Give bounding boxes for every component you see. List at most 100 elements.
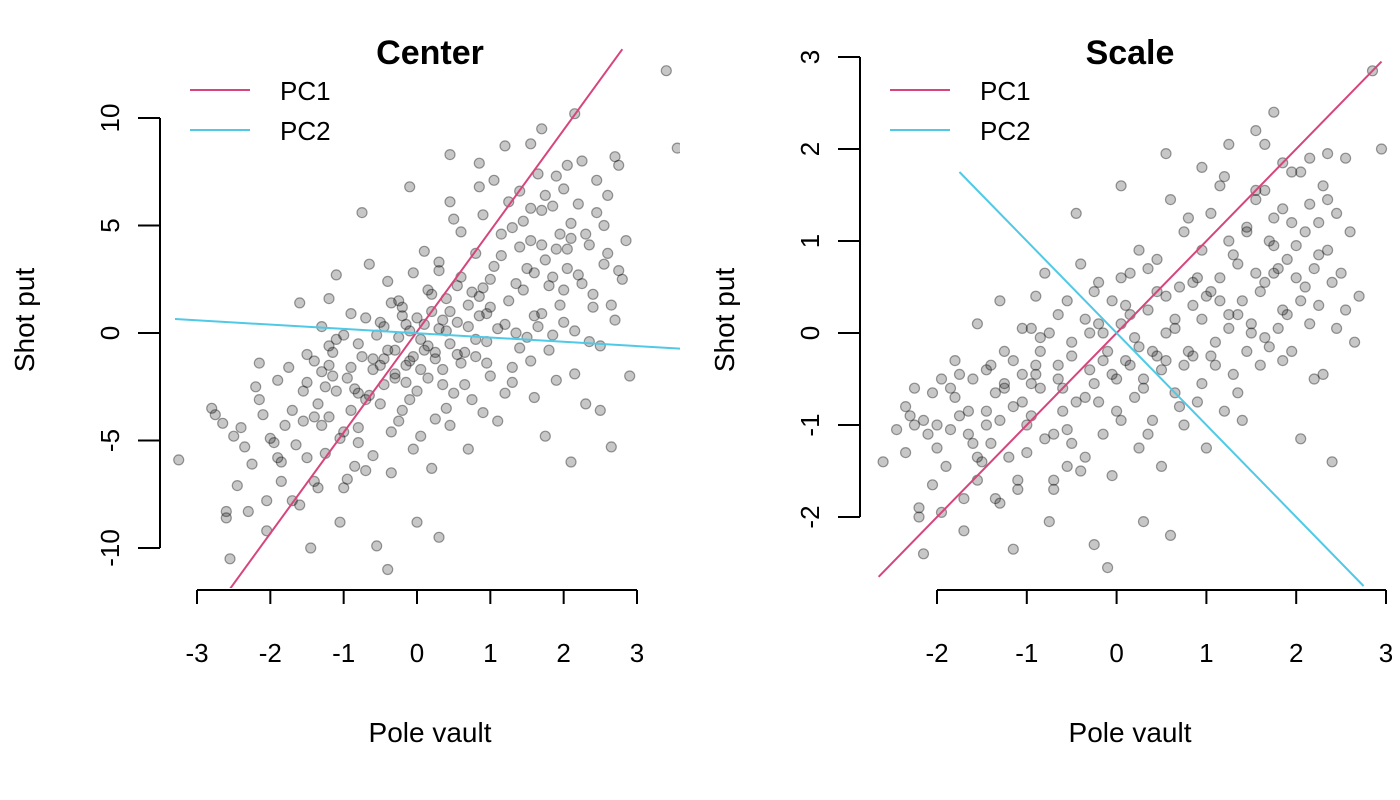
data-point <box>338 482 350 494</box>
data-point <box>539 430 551 442</box>
data-point <box>1232 258 1244 270</box>
data-point <box>547 271 559 283</box>
data-point <box>1092 318 1105 330</box>
data-point <box>1151 350 1163 362</box>
data-point <box>1250 125 1262 137</box>
data-point <box>1223 309 1235 321</box>
data-point <box>330 385 342 397</box>
data-point <box>473 181 485 193</box>
data-point <box>1214 295 1226 307</box>
data-point <box>367 363 379 376</box>
data-point <box>433 323 445 335</box>
data-point <box>525 355 537 367</box>
data-point <box>1348 336 1361 348</box>
data-point <box>536 204 548 216</box>
data-point <box>899 447 912 459</box>
axes-scale: -2 -1 0 1 2 3 -2 -1 0 1 2 3 <box>795 50 1393 668</box>
data-point <box>1075 258 1087 270</box>
data-point <box>382 344 394 356</box>
data-point <box>1299 226 1311 238</box>
data-point <box>539 189 551 201</box>
data-point <box>1321 244 1334 256</box>
data-point <box>1101 561 1114 574</box>
data-point <box>385 297 397 309</box>
data-point <box>1133 341 1145 353</box>
data-point <box>407 351 419 363</box>
data-point <box>1124 267 1136 279</box>
data-point <box>1290 240 1302 252</box>
data-point <box>1223 322 1235 334</box>
pc2-line-scale <box>958 171 1365 587</box>
chart-title-scale: Scale <box>1086 34 1175 72</box>
data-point <box>1151 253 1163 265</box>
data-point <box>561 262 573 275</box>
data-point <box>1025 322 1037 334</box>
data-point <box>429 353 441 365</box>
data-point <box>576 155 588 167</box>
data-point <box>1191 396 1204 408</box>
data-point <box>235 422 247 434</box>
data-point <box>1160 290 1172 302</box>
data-point <box>1052 359 1064 371</box>
data-point <box>1021 447 1033 459</box>
data-point <box>1106 470 1118 482</box>
data-point <box>411 312 423 324</box>
data-point <box>1052 373 1064 385</box>
data-point <box>908 419 921 431</box>
data-point <box>206 402 218 414</box>
data-point <box>1142 304 1154 316</box>
data-point <box>484 273 496 285</box>
data-point <box>1007 401 1019 413</box>
data-point <box>1097 428 1109 440</box>
points-layer-center <box>173 65 680 576</box>
data-point <box>580 398 592 410</box>
data-point <box>1030 359 1042 371</box>
data-point <box>569 368 581 380</box>
data-point <box>962 405 975 417</box>
data-point <box>1268 106 1280 118</box>
data-point <box>940 460 952 472</box>
data-point <box>407 267 419 279</box>
data-point <box>1191 272 1204 284</box>
data-point <box>899 401 912 413</box>
data-point <box>1115 414 1127 426</box>
data-point <box>1003 451 1015 463</box>
data-point <box>1313 217 1325 229</box>
data-point <box>242 505 254 518</box>
data-point <box>1052 309 1064 321</box>
data-point <box>1012 483 1024 495</box>
data-point <box>308 411 320 423</box>
data-point <box>418 344 430 356</box>
data-point <box>1227 249 1239 261</box>
data-point <box>338 329 350 341</box>
data-point <box>426 462 438 474</box>
data-point <box>440 402 452 414</box>
data-point <box>1268 212 1280 224</box>
data-point <box>323 340 335 352</box>
data-point <box>1254 359 1266 371</box>
data-point <box>1169 313 1181 325</box>
data-point <box>565 217 577 229</box>
data-point <box>1030 290 1042 302</box>
data-point <box>1097 355 1109 367</box>
data-point <box>980 405 993 417</box>
data-point <box>602 247 614 259</box>
y-tick-label: -2 <box>795 505 825 528</box>
data-point <box>1209 336 1222 348</box>
data-point <box>451 348 463 361</box>
data-point <box>517 284 529 296</box>
data-point <box>448 213 460 225</box>
data-point <box>1164 529 1177 542</box>
data-point <box>962 428 975 440</box>
data-point <box>1128 332 1141 344</box>
pc1-line-center <box>229 48 624 588</box>
data-point <box>550 374 562 386</box>
data-point <box>352 422 364 434</box>
data-point <box>231 480 243 492</box>
data-point <box>521 262 533 275</box>
data-point <box>1200 442 1213 454</box>
data-point <box>404 181 416 193</box>
data-point <box>998 378 1011 390</box>
data-point <box>998 382 1011 394</box>
data-point <box>1200 290 1213 302</box>
